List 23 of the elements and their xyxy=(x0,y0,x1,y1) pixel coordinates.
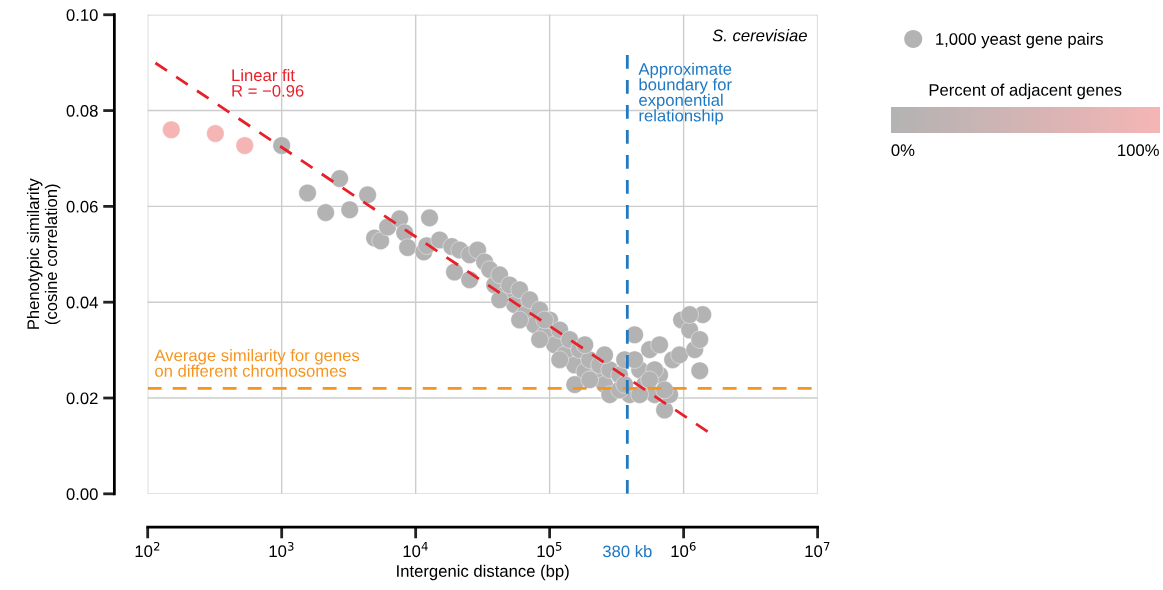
color-bar-label: 100% xyxy=(1118,144,1159,157)
y-tick-label: 0.04 xyxy=(66,296,98,309)
y-tick-label: 0.08 xyxy=(66,104,98,117)
color-bar-label: 0% xyxy=(891,144,915,157)
x-axis-title: Intergenic distance (bp) xyxy=(397,564,569,581)
annotation: S. cerevisiae xyxy=(712,29,807,42)
legend-label: 1,000 yeast gene pairs xyxy=(936,32,1103,49)
y-axis-title: Phenotypic similarity (cosine correlation) xyxy=(26,178,61,329)
y-tick-label: 0.06 xyxy=(66,200,98,213)
x-tick-label: 10$^{4}$ xyxy=(403,542,428,558)
x-tick-label: 10$^{2}$ xyxy=(135,541,160,558)
ref-line-label: Approximate boundary for exponential relationship xyxy=(638,62,732,125)
series-label: Linear fit R = −0.96 xyxy=(232,68,304,97)
x-tick-label: 10$^{6}$ xyxy=(671,541,696,558)
x-tick-label: 10$^{3}$ xyxy=(269,541,294,558)
y-tick-label: 0.00 xyxy=(66,488,98,501)
ref-line-label: Average similarity for genes on different chromosomes xyxy=(154,349,360,377)
x-tick-label: 10$^{7}$ xyxy=(805,542,830,558)
y-tick-label: 0.10 xyxy=(66,9,98,21)
x-tick-label: 10$^{5}$ xyxy=(537,542,562,558)
color-bar-title: Percent of adjacent genes xyxy=(929,83,1122,100)
text: 380 kb xyxy=(602,545,652,558)
y-tick-label: 0.02 xyxy=(66,392,98,405)
